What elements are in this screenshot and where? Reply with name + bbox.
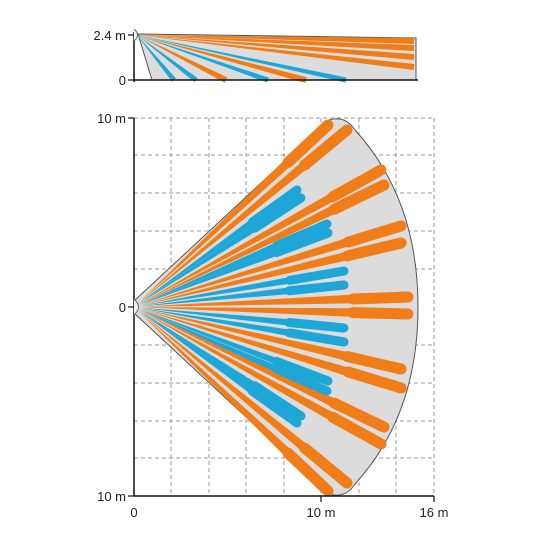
long-range-beam-body bbox=[138, 120, 332, 303]
detector-sensor-icon bbox=[133, 28, 138, 42]
short-range-beam-tip bbox=[285, 328, 349, 347]
long-range-beam-tip bbox=[347, 291, 414, 305]
long-range-beam-body bbox=[139, 308, 403, 375]
long-range-beam-tip bbox=[341, 351, 407, 375]
short-range-beam-tip bbox=[271, 219, 332, 251]
side-zero-label: 0 bbox=[119, 73, 126, 88]
side-height-label: 2.4 m bbox=[93, 28, 126, 43]
side-view: 2.4 m 0 bbox=[93, 28, 418, 88]
long-range-beam-tip bbox=[282, 119, 334, 169]
y-label-top: 10 m bbox=[97, 111, 126, 126]
long-range-beam-body bbox=[139, 307, 409, 320]
long-range-beam-tip bbox=[347, 307, 414, 320]
x-label-10m: 10 m bbox=[307, 505, 336, 520]
long-range-beam-body bbox=[138, 125, 351, 304]
long-range-beam-tip bbox=[327, 411, 387, 450]
side-long-range-beam bbox=[137, 35, 415, 70]
side-short-range-beam bbox=[137, 35, 269, 83]
top-view: 10 m 0 10 m 0 10 m 16 m bbox=[97, 111, 448, 520]
long-range-beam-tip bbox=[282, 447, 334, 497]
long-range-beam-body bbox=[139, 237, 403, 306]
long-range-beam-tip bbox=[328, 397, 390, 433]
detector-sensor-icon bbox=[133, 298, 139, 316]
long-range-beam-body bbox=[138, 311, 332, 495]
long-range-beam-body bbox=[138, 310, 351, 488]
long-range-beam-tip bbox=[327, 164, 387, 203]
long-range-beam-body bbox=[139, 180, 387, 305]
long-range-beam-tip bbox=[342, 366, 407, 394]
short-range-beam-tip bbox=[284, 318, 349, 333]
side-long-range-beam bbox=[137, 35, 415, 60]
short-range-beam-tip bbox=[247, 185, 302, 227]
long-range-beam-tip bbox=[329, 179, 390, 215]
long-range-beam-body bbox=[139, 309, 387, 432]
side-short-range-beam bbox=[137, 35, 347, 83]
short-range-beam-tip bbox=[247, 386, 302, 428]
coverage-area bbox=[133, 118, 419, 496]
side-short-range-beam bbox=[137, 35, 176, 82]
long-range-beam-body bbox=[139, 309, 384, 449]
side-short-range-beam bbox=[137, 35, 198, 82]
side-beams bbox=[137, 35, 415, 83]
short-range-beam-tip bbox=[272, 364, 332, 396]
long-range-beam-body bbox=[139, 220, 403, 306]
long-range-beam-body bbox=[139, 291, 409, 307]
long-range-beam-tip bbox=[342, 220, 407, 248]
short-range-beam-tip bbox=[250, 381, 306, 421]
side-long-range-beam bbox=[137, 35, 307, 83]
y-label-bottom: 10 m bbox=[97, 489, 126, 504]
long-range-beam-tip bbox=[299, 124, 353, 171]
short-range-beam-tip bbox=[250, 193, 306, 233]
long-range-beam-body bbox=[139, 165, 384, 305]
side-long-range-beam bbox=[137, 35, 415, 51]
short-range-beam-tip bbox=[272, 228, 333, 258]
y-label-center: 0 bbox=[119, 300, 126, 315]
short-range-beam-tip bbox=[284, 280, 349, 296]
short-range-beam-tip bbox=[272, 356, 333, 386]
long-range-beam-body bbox=[139, 308, 403, 394]
side-long-range-beam bbox=[137, 35, 415, 44]
long-range-beam-tip bbox=[299, 442, 353, 489]
x-label-16m: 16 m bbox=[420, 505, 449, 520]
detection-beams bbox=[138, 119, 414, 497]
side-long-range-beam bbox=[137, 35, 228, 83]
short-range-beam-tip bbox=[285, 266, 349, 285]
x-label-0: 0 bbox=[130, 505, 137, 520]
long-range-beam-tip bbox=[342, 237, 407, 262]
